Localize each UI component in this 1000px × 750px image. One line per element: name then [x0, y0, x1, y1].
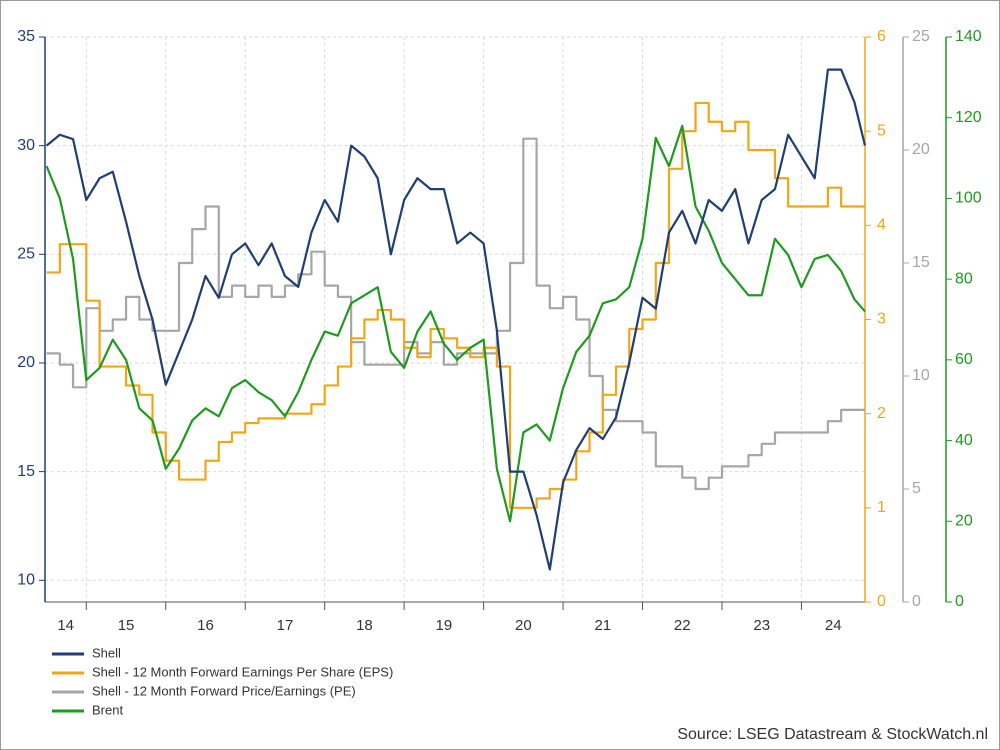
y2-tick-label: 6	[877, 28, 886, 45]
series-line	[46, 101, 865, 509]
y3-tick-label: 25	[912, 28, 930, 45]
legend-label: Shell - 12 Month Forward Earnings Per Sh…	[92, 664, 393, 679]
y-tick-label: 20	[17, 354, 35, 371]
legend-label: Brent	[92, 702, 123, 717]
series-line	[46, 137, 865, 491]
y4-tick-label: 100	[955, 190, 982, 207]
y-tick-label: 35	[17, 28, 35, 45]
legend-label: Shell - 12 Month Forward Price/Earnings …	[92, 683, 356, 698]
y4-tick-label: 60	[955, 351, 973, 368]
legend-label: Shell	[92, 645, 121, 660]
x-tick-label: 17	[277, 617, 294, 634]
y4-tick-label: 20	[955, 513, 973, 530]
x-tick-label: 19	[436, 617, 453, 634]
y4-tick-label: 0	[955, 593, 964, 610]
x-tick-label: 24	[825, 617, 842, 634]
y2-tick-label: 1	[877, 499, 886, 516]
y2-tick-label: 5	[877, 122, 886, 139]
y4-tick-label: 80	[955, 270, 973, 287]
y2-tick-label: 0	[877, 593, 886, 610]
x-tick-label: 14	[57, 617, 74, 634]
y4-tick-label: 140	[955, 28, 982, 45]
series-line	[45, 68, 867, 571]
y3-tick-label: 0	[912, 593, 921, 610]
x-tick-label: 22	[674, 617, 691, 634]
y-tick-label: 15	[17, 463, 35, 480]
y3-tick-label: 20	[912, 141, 930, 158]
y-tick-label: 25	[17, 246, 35, 263]
x-tick-label: 16	[197, 617, 214, 634]
x-tick-label: 18	[356, 617, 373, 634]
y-tick-label: 10	[17, 571, 35, 588]
y2-tick-label: 2	[877, 405, 886, 422]
y4-tick-label: 120	[955, 109, 982, 126]
y2-tick-label: 3	[877, 311, 886, 328]
source: Source: LSEG Datastream & StockWatch.nl	[677, 726, 988, 743]
y3-tick-label: 15	[912, 254, 930, 271]
x-tick-label: 15	[118, 617, 135, 634]
x-tick-label: 21	[594, 617, 611, 634]
legend: Shell Shell - 12 Month Forward Earnings P…	[52, 645, 393, 717]
y3-tick-label: 5	[912, 480, 921, 497]
y-tick-label: 30	[17, 137, 35, 154]
y3-tick-label: 10	[912, 367, 930, 384]
y4-tick-label: 40	[955, 432, 973, 449]
y2-tick-label: 4	[877, 217, 886, 234]
x-tick-label: 23	[753, 617, 770, 634]
series-line	[45, 124, 866, 523]
x-tick-label: 20	[515, 617, 532, 634]
